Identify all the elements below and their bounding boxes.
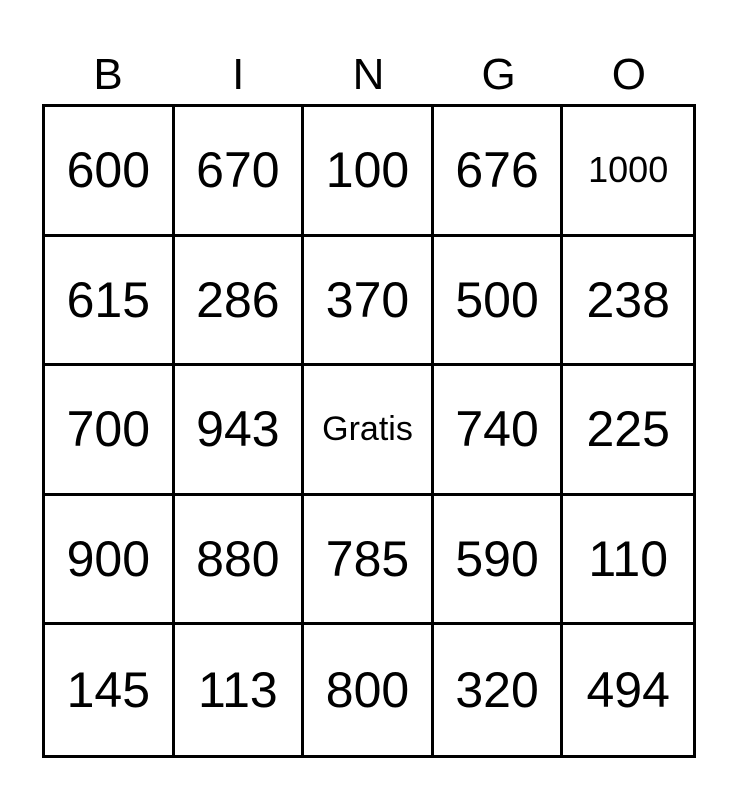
bingo-cell: 740 bbox=[433, 366, 564, 496]
bingo-cell: 500 bbox=[433, 236, 564, 367]
free-space-cell: Gratis bbox=[304, 366, 434, 496]
bingo-cell: 590 bbox=[433, 495, 564, 626]
bingo-cell: 670 bbox=[174, 107, 305, 237]
bingo-cell: 700 bbox=[45, 366, 175, 496]
bingo-cell: 785 bbox=[304, 495, 434, 626]
bingo-cell: 370 bbox=[304, 236, 434, 367]
bingo-cell: 110 bbox=[563, 496, 693, 626]
bingo-cell: 600 bbox=[45, 107, 175, 237]
header-letter-g: G bbox=[481, 50, 516, 99]
bingo-grid: 600 670 100 676 1000 615 286 370 500 238 700 943 Gra… bbox=[42, 104, 696, 758]
bingo-cell: 238 bbox=[563, 237, 693, 367]
bingo-cell: 800 bbox=[304, 625, 434, 755]
bingo-cell: 494 bbox=[586, 662, 670, 719]
bingo-cell: 100 bbox=[304, 107, 434, 237]
header-letter-i: I bbox=[232, 50, 245, 99]
header-letter-o: O bbox=[611, 50, 646, 99]
bingo-cell: 225 bbox=[563, 366, 693, 496]
bingo-cell: 1000 bbox=[563, 107, 693, 237]
bingo-cell: 943 bbox=[174, 366, 305, 496]
bingo-cell: 286 bbox=[174, 236, 305, 367]
header-letter-n: N bbox=[352, 50, 385, 99]
bingo-cell: 676 bbox=[433, 107, 564, 237]
bingo-cell: 320 bbox=[434, 625, 564, 755]
bingo-cell: 145 bbox=[45, 625, 175, 755]
header-letter-b: B bbox=[93, 50, 123, 99]
bingo-cell: 880 bbox=[174, 495, 305, 626]
bingo-cell: 113 bbox=[175, 625, 305, 755]
bingo-cell: 615 bbox=[45, 236, 175, 367]
bingo-cell: 900 bbox=[45, 495, 175, 626]
